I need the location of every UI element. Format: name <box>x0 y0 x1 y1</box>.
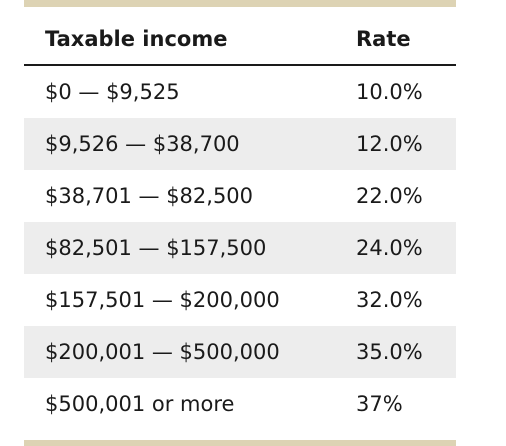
rate-cell: 32.0% <box>356 288 423 312</box>
table-row: $0 — $9,525 10.0% <box>24 66 456 118</box>
income-range-cell: $38,701 — $82,500 <box>45 184 254 208</box>
table-row: $157,501 — $200,000 32.0% <box>24 274 456 326</box>
income-range-cell: $0 — $9,525 <box>45 80 180 104</box>
table-row: $9,526 — $38,700 12.0% <box>24 118 456 170</box>
table-header-row: Taxable income Rate <box>24 14 456 66</box>
header-taxable-income: Taxable income <box>45 27 228 51</box>
table-row: $500,001 or more 37% <box>24 378 456 430</box>
top-accent-bar <box>24 0 456 7</box>
rate-cell: 10.0% <box>356 80 423 104</box>
rate-cell: 35.0% <box>356 340 423 364</box>
bottom-accent-bar <box>24 440 456 446</box>
tax-bracket-table: Taxable income Rate $0 — $9,525 10.0% $9… <box>24 14 456 430</box>
income-range-cell: $200,001 — $500,000 <box>45 340 280 364</box>
rate-cell: 24.0% <box>356 236 423 260</box>
income-range-cell: $9,526 — $38,700 <box>45 132 240 156</box>
table-row: $38,701 — $82,500 22.0% <box>24 170 456 222</box>
rate-cell: 22.0% <box>356 184 423 208</box>
income-range-cell: $500,001 or more <box>45 392 235 416</box>
table-row: $82,501 — $157,500 24.0% <box>24 222 456 274</box>
table-row: $200,001 — $500,000 35.0% <box>24 326 456 378</box>
rate-cell: 37% <box>356 392 403 416</box>
rate-cell: 12.0% <box>356 132 423 156</box>
income-range-cell: $157,501 — $200,000 <box>45 288 280 312</box>
income-range-cell: $82,501 — $157,500 <box>45 236 267 260</box>
header-rate: Rate <box>356 27 411 51</box>
